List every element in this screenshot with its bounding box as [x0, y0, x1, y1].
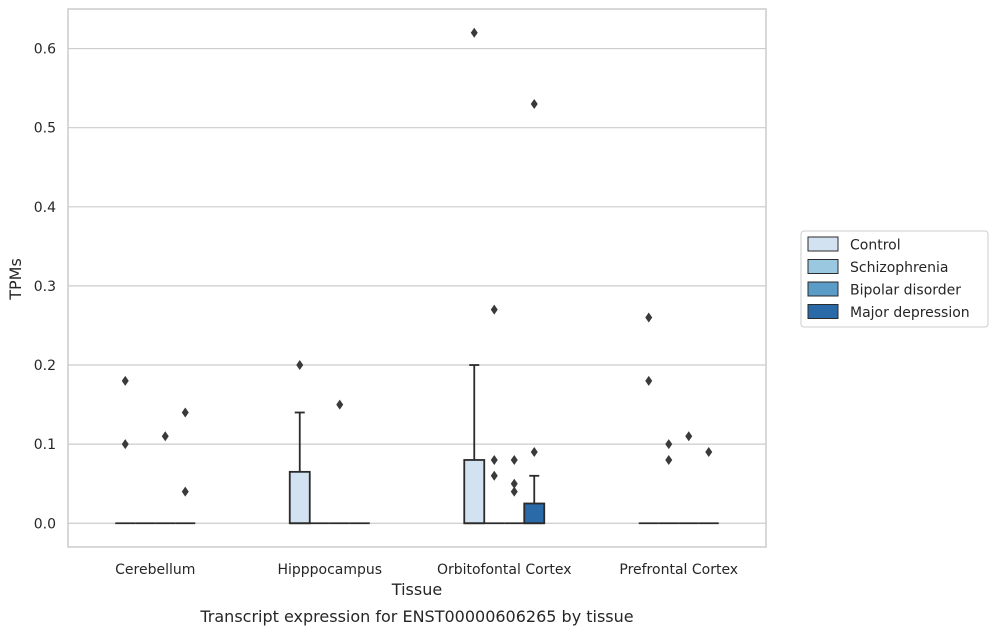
gridlines — [68, 47, 766, 524]
outlier-point — [510, 478, 518, 489]
outlier-point — [530, 447, 538, 458]
y-tick-label: 0.2 — [34, 358, 56, 374]
legend-label: Major depression — [850, 305, 970, 321]
y-tick-label: 0.6 — [34, 42, 56, 58]
x-tick-label: Prefrontal Cortex — [619, 562, 738, 578]
chart-title: Transcript expression for ENST0000060626… — [199, 607, 633, 626]
legend-swatch — [807, 236, 839, 252]
legend-swatch — [807, 281, 839, 297]
outlier-point — [645, 375, 653, 386]
outlier-point — [705, 447, 713, 458]
outlier-point — [121, 375, 129, 386]
x-tick-label: Cerebellum — [115, 562, 195, 578]
outlier-point — [665, 439, 673, 450]
y-tick-labels: 0.0 0.1 0.2 0.3 0.4 0.5 0.6 — [34, 42, 56, 533]
legend-swatch — [807, 259, 839, 274]
outlier-point — [490, 454, 498, 465]
y-tick-label: 0.0 — [34, 516, 56, 532]
x-axis-label: Tissue — [391, 580, 442, 599]
outlier-point — [181, 486, 189, 497]
outlier-point — [181, 407, 189, 418]
outlier-point — [161, 431, 169, 442]
outlier-point — [510, 454, 518, 465]
box — [523, 502, 546, 525]
series-schizophrenia — [135, 304, 679, 525]
legend-label: Schizophrenia — [850, 260, 948, 276]
legend-label: Control — [850, 238, 901, 254]
y-tick-label: 0.5 — [34, 121, 56, 137]
box — [463, 459, 486, 525]
x-tick-labels: Cerebellum Hipppocampus Orbitofontal Corte… — [115, 562, 738, 578]
outlier-point — [685, 431, 693, 442]
series-control — [115, 27, 659, 525]
outlier-point — [336, 399, 344, 410]
outlier-point — [470, 27, 478, 38]
y-axis-label: TPMs — [6, 258, 25, 301]
legend-frame — [800, 230, 989, 328]
outlier-point — [510, 486, 518, 497]
outlier-point — [490, 470, 498, 481]
plot-frame — [67, 8, 767, 548]
y-tick-label: 0.4 — [34, 200, 56, 216]
outlier-point — [296, 360, 304, 371]
y-tick-label: 0.1 — [34, 437, 56, 453]
outlier-point — [665, 454, 673, 465]
y-tick-label: 0.3 — [34, 279, 56, 295]
legend: Control Schizophrenia Bipolar disorder Majo… — [800, 230, 989, 328]
outlier-point — [121, 439, 129, 450]
series-bipolar-disorder — [155, 399, 699, 525]
outlier-point — [530, 98, 538, 109]
legend-swatch — [807, 304, 839, 319]
x-tick-label: Orbitofontal Cortex — [437, 562, 572, 578]
outlier-point — [645, 312, 653, 323]
series-major-depression — [175, 98, 719, 525]
box — [288, 470, 311, 525]
plot-data — [115, 27, 719, 525]
legend-label: Bipolar disorder — [850, 283, 961, 299]
x-tick-label: Hipppocampus — [277, 562, 382, 578]
outlier-point — [490, 304, 498, 315]
